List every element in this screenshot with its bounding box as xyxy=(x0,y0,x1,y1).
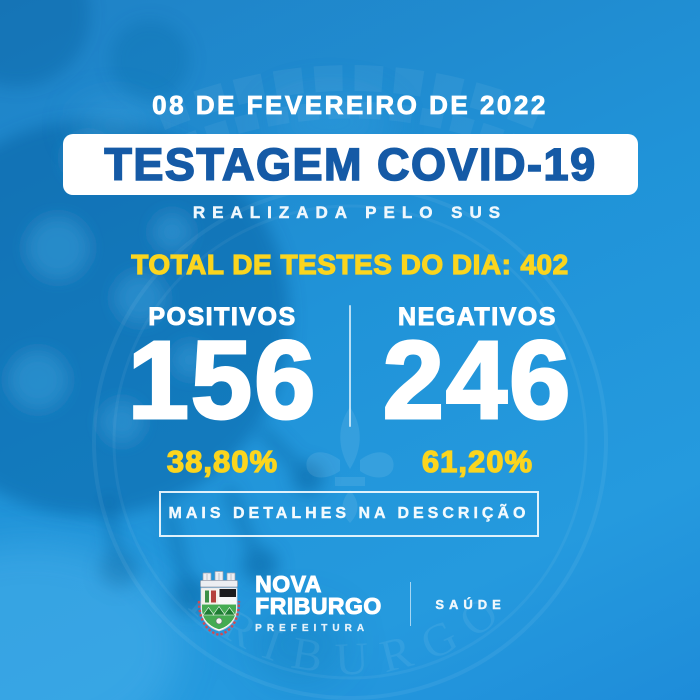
positives-count: 156 xyxy=(126,319,318,442)
subtitle: REALIZADA PELO SUS xyxy=(192,203,508,223)
results-row: POSITIVOS 156 38,80% NEGATIVOS 246 61,20… xyxy=(96,303,604,480)
negatives-percent: 61,20% xyxy=(421,444,534,480)
city-name-line1: NOVA xyxy=(255,571,322,598)
poster-title: TESTAGEM COVID-19 xyxy=(104,138,597,191)
city-brand: NOVA FRIBURGO PREFEITURA xyxy=(255,571,382,634)
positives-stat: POSITIVOS 156 38,80% xyxy=(96,303,349,480)
city-name-line2: FRIBURGO xyxy=(255,593,382,619)
details-button-label: MAIS DETALHES NA DESCRIÇÃO xyxy=(168,505,530,522)
negatives-label: NEGATIVOS xyxy=(398,303,557,332)
negatives-stat: NEGATIVOS 246 61,20% xyxy=(351,303,604,480)
city-crest-icon xyxy=(197,571,241,637)
date-heading: 08 DE FEVEREIRO DE 2022 xyxy=(152,90,548,121)
title-banner: TESTAGEM COVID-19 xyxy=(63,134,638,195)
footer-logo-row: NOVA FRIBURGO PREFEITURA SAÚDE xyxy=(0,571,700,637)
total-tests-value: 402 xyxy=(520,248,569,280)
positives-label: POSITIVOS xyxy=(148,303,297,332)
details-button[interactable]: MAIS DETALHES NA DESCRIÇÃO xyxy=(159,491,539,537)
total-tests-line: TOTAL DE TESTES DO DIA: 402 xyxy=(0,248,700,281)
positives-percent: 38,80% xyxy=(166,444,279,480)
virus-illustration xyxy=(0,0,324,615)
fleur-de-lis-watermark xyxy=(306,407,394,523)
total-tests-label: TOTAL DE TESTES DO DIA: xyxy=(131,248,512,280)
stats-divider xyxy=(349,305,351,427)
department-label: SAÚDE xyxy=(435,596,506,612)
footer-divider xyxy=(409,582,412,626)
org-label: PREFEITURA xyxy=(255,622,370,634)
negatives-count: 246 xyxy=(381,319,573,442)
